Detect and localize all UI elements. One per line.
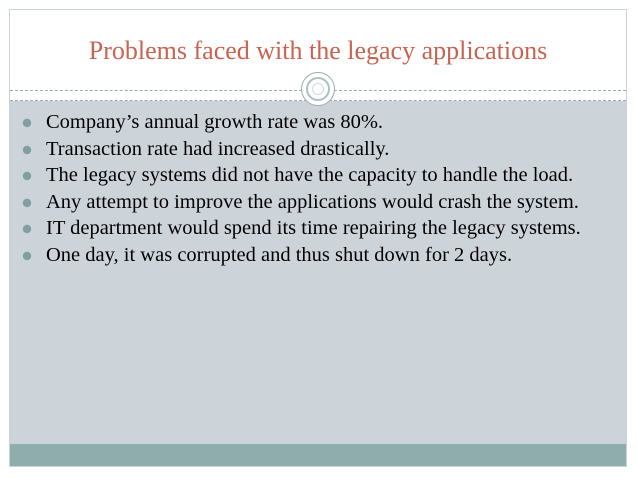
bullet-item: IT department would spend its time repai… [22, 216, 618, 241]
bullet-dot-icon [22, 145, 32, 154]
bullet-dot-icon [22, 118, 32, 128]
slide-title: Problems faced with the legacy applicati… [88, 36, 548, 65]
bullet-item: The legacy systems did not have the capa… [22, 163, 618, 188]
bullet-item: Transaction rate had increased drastical… [22, 137, 618, 162]
bullet-text: IT department would spend its time repai… [46, 217, 581, 240]
bullet-text: One day, it was corrupted and thus shut … [46, 243, 513, 266]
content-area [10, 101, 626, 444]
bullet-item: Company’s annual growth rate was 80%. [22, 110, 618, 135]
bullet-dot-icon [22, 171, 32, 181]
bullet-text: Transaction rate had increased drastical… [46, 137, 390, 160]
footer-bar [10, 444, 626, 466]
bullet-text: Company’s annual growth rate was 80%. [46, 111, 384, 133]
ornament-ring-inner [312, 83, 324, 95]
bullet-dot-icon [22, 225, 32, 234]
bullet-dot-icon [22, 198, 32, 207]
bullet-list: Company’s annual growth rate was 80%. Tr… [22, 110, 618, 270]
bullet-item: Any attempt to improve the applications … [22, 190, 618, 215]
bullet-dot-icon [22, 251, 32, 261]
bullet-text: Any attempt to improve the applications … [46, 190, 579, 213]
bullet-text: The legacy systems did not have the capa… [46, 164, 574, 187]
circle-ornament-icon [301, 72, 335, 106]
bullet-item: One day, it was corrupted and thus shut … [22, 243, 618, 268]
ornament-ring [306, 77, 330, 101]
